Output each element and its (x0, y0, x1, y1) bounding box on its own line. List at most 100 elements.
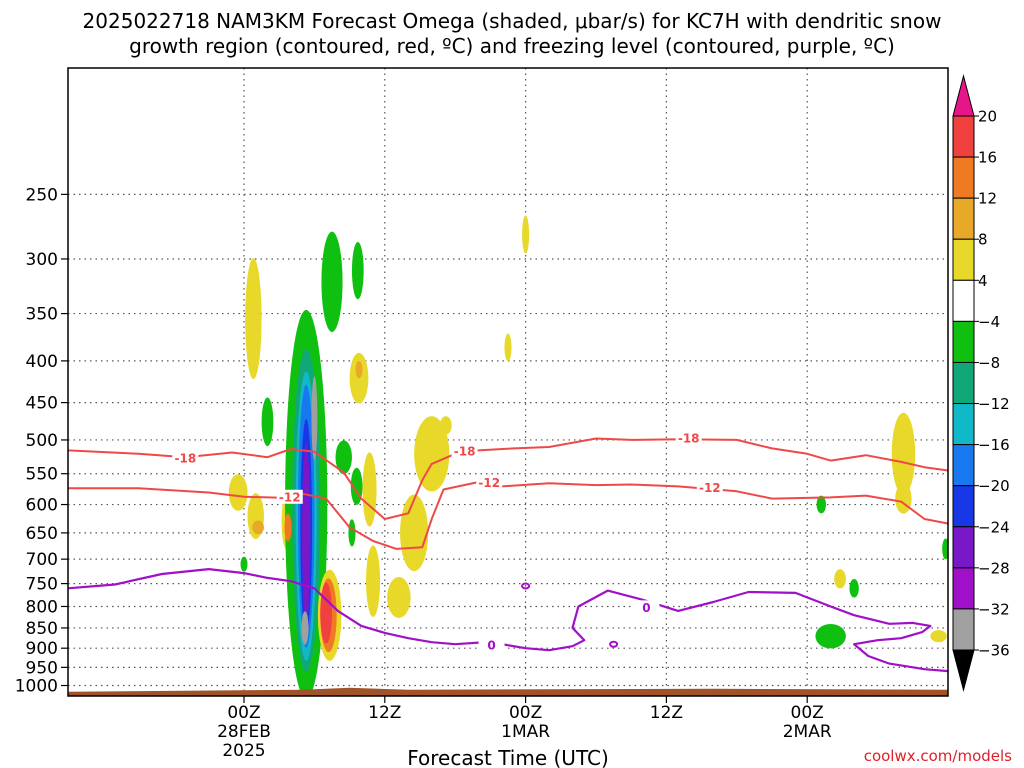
y-tick-label: 850 (26, 619, 58, 639)
colorbar-tick-label: 12 (978, 190, 997, 208)
omega-region (321, 231, 343, 332)
temperature-contours: -18 -18 -18 -12 -12 -12 0 0 (68, 430, 948, 673)
x-tick-date: 28FEB (217, 722, 271, 742)
x-tick-label: 00Z (227, 703, 260, 723)
isotherm-minus12-line-label: -12 (478, 476, 500, 490)
freezing-level-blob (521, 582, 531, 590)
colorbar-box (952, 115, 975, 158)
omega-region (362, 452, 377, 527)
isotherm-minus12-line-label: -12 (699, 481, 721, 495)
omega-region (400, 494, 429, 572)
omega-region (891, 412, 916, 495)
omega-region (414, 416, 450, 492)
colorbar-tick-label: −4 (978, 313, 1000, 331)
omega-region (834, 569, 846, 589)
omega-region (439, 416, 452, 435)
colorbar-box (952, 526, 975, 569)
y-tick-label: 500 (26, 431, 58, 451)
isotherm-minus18-line-label-bg (451, 444, 478, 459)
omega-region (228, 474, 248, 511)
plot-area: -18 -18 -18 -12 -12 -12 0 0 (67, 67, 949, 697)
y-tick-label: 550 (26, 465, 58, 485)
y-tick-label: 400 (26, 352, 58, 372)
omega-region (261, 397, 274, 447)
y-tick-label: 650 (26, 524, 58, 544)
y-tick-label: 300 (26, 250, 58, 270)
chart-title-line-2: growth region (contoured, red, ºC) and f… (129, 34, 895, 58)
omega-region (301, 611, 309, 645)
x-tick-label: 12Z (650, 703, 683, 723)
colorbar-tick-label: −12 (978, 395, 1010, 413)
omega-region (816, 495, 826, 514)
omega-region (351, 241, 364, 300)
colorbar-box (952, 567, 975, 610)
colorbar-tick-label: −28 (978, 559, 1010, 577)
y-tick-label: 450 (26, 394, 58, 414)
colorbar-box (952, 279, 975, 322)
colorbar-tick-label: −24 (978, 518, 1010, 536)
isotherm-minus18-line-label: -18 (454, 445, 476, 459)
colorbar-box (952, 197, 975, 240)
colorbar-tick-label: 8 (978, 231, 988, 249)
colorbar-box (952, 238, 975, 281)
freezing-level-blob (609, 640, 619, 648)
omega-region (815, 623, 846, 649)
x-tick-label: 00Z (509, 703, 542, 723)
isotherm-minus12-line-label-bg (276, 489, 303, 504)
colorbar-tick-label: −8 (978, 354, 1000, 372)
y-tick-label: 250 (26, 185, 58, 205)
colorbar-tick-label: 4 (978, 272, 988, 290)
plot-frame (67, 67, 949, 697)
isotherm-minus18-line-label: -18 (174, 451, 196, 465)
colorbar-tick-label: −16 (978, 436, 1010, 454)
omega-region (245, 258, 262, 380)
colorbar-box (952, 485, 975, 528)
omega-region (504, 333, 512, 362)
isotherm-minus12-line-label-bg (476, 475, 503, 490)
colorbar-box (952, 403, 975, 446)
y-tick-label: 800 (26, 597, 58, 617)
colorbar-tick-label: 16 (978, 149, 997, 167)
plot-background (68, 68, 948, 696)
y-tick-label: 600 (26, 496, 58, 516)
colorbar-tick-label: 20 (978, 108, 997, 126)
omega-shading (228, 215, 948, 696)
isotherm-minus12-line-label-bg (696, 480, 723, 495)
x-tick-year: 2025 (222, 741, 265, 761)
x-tick-date: 1MAR (501, 722, 550, 742)
omega-region (240, 556, 248, 572)
omega-region (387, 577, 411, 618)
omega-region (252, 520, 264, 535)
isotherm-minus18-line-label: -18 (678, 431, 700, 445)
freezing-level-line-label-bg (478, 638, 505, 653)
chart-title-line-1: 2025022718 NAM3KM Forecast Omega (shaded… (83, 9, 942, 33)
colorbar-tick-label: −20 (978, 477, 1010, 495)
colorbar-box (952, 320, 975, 363)
freezing-level-line-label-bg (633, 600, 660, 615)
y-tick-label: 750 (26, 575, 58, 595)
x-tick-date: 2MAR (783, 722, 832, 742)
freezing-level-line-label: 0 (642, 601, 650, 615)
omega-region (355, 360, 363, 379)
isotherm-minus18-line-label-bg (675, 430, 702, 445)
colorbar-tick-label: −32 (978, 600, 1010, 618)
omega-region (942, 538, 948, 560)
colorbar-box (952, 361, 975, 405)
omega-region (849, 578, 859, 598)
y-tick-label: 350 (26, 305, 58, 325)
colorbar-bottom-triangle (952, 649, 975, 692)
colorbar-box (952, 156, 975, 199)
y-tick-label: 950 (26, 658, 58, 678)
omega-region (930, 630, 947, 643)
credit-text[interactable]: coolwx.com/models (864, 747, 1012, 765)
omega-region (366, 545, 381, 618)
freezing-level-line-label: 0 (487, 639, 495, 653)
ground-layer (68, 687, 948, 696)
omega-region (895, 483, 912, 514)
colorbar-box (952, 444, 975, 487)
omega-region (348, 519, 356, 547)
y-tick-label: 700 (26, 550, 58, 570)
